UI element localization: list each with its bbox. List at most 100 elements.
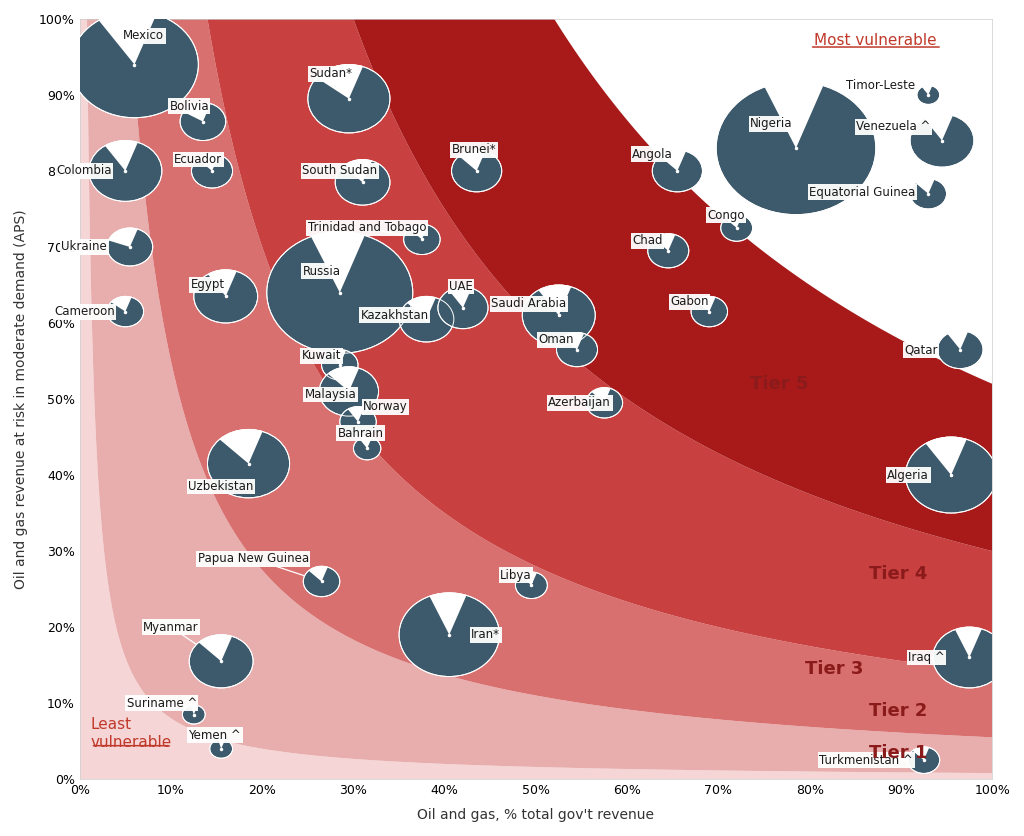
Text: Sudan*: Sudan*: [309, 67, 352, 80]
Text: Chad: Chad: [632, 234, 663, 247]
Text: Cameroon: Cameroon: [54, 305, 115, 318]
Text: Malaysia: Malaysia: [305, 388, 356, 401]
Circle shape: [322, 349, 358, 380]
Wedge shape: [562, 333, 584, 349]
Circle shape: [933, 627, 1006, 688]
Circle shape: [182, 705, 205, 724]
Wedge shape: [330, 349, 346, 364]
X-axis label: Oil and gas, % total gov't revenue: Oil and gas, % total gov't revenue: [418, 808, 654, 822]
Wedge shape: [653, 233, 676, 251]
Text: Iraq ^: Iraq ^: [908, 651, 945, 664]
Circle shape: [210, 739, 232, 758]
Text: Russia: Russia: [302, 265, 341, 278]
Wedge shape: [764, 81, 823, 148]
Circle shape: [438, 287, 488, 329]
Text: Tier 3: Tier 3: [805, 660, 863, 678]
Circle shape: [652, 150, 702, 191]
Wedge shape: [924, 114, 953, 140]
Text: Uzbekistan: Uzbekistan: [188, 480, 254, 493]
Text: Mexico: Mexico: [123, 29, 164, 42]
Wedge shape: [725, 215, 742, 228]
Wedge shape: [208, 269, 237, 297]
Circle shape: [721, 215, 753, 242]
Wedge shape: [592, 387, 610, 403]
Wedge shape: [104, 140, 138, 171]
Text: Tier 2: Tier 2: [869, 701, 928, 720]
Circle shape: [648, 233, 689, 268]
Circle shape: [522, 285, 595, 346]
Text: Ukraine: Ukraine: [61, 241, 108, 253]
Circle shape: [335, 160, 390, 205]
Text: Tier 4: Tier 4: [869, 565, 928, 583]
Text: Congo: Congo: [707, 208, 744, 222]
Text: Kazakhstan: Kazakhstan: [360, 308, 429, 322]
Circle shape: [907, 747, 940, 773]
Wedge shape: [409, 224, 428, 239]
Text: Suriname ^: Suriname ^: [127, 696, 197, 710]
Y-axis label: Oil and gas revenue at risk in moderate demand (APS): Oil and gas revenue at risk in moderate …: [14, 209, 28, 589]
Polygon shape: [80, 19, 992, 551]
Wedge shape: [98, 11, 157, 64]
Circle shape: [108, 297, 143, 327]
Circle shape: [189, 635, 253, 688]
Circle shape: [319, 367, 379, 416]
Circle shape: [399, 297, 454, 342]
Polygon shape: [80, 19, 992, 779]
Text: Saudi Arabia: Saudi Arabia: [492, 298, 566, 310]
Text: Bahrain: Bahrain: [338, 426, 384, 440]
Circle shape: [916, 85, 940, 104]
Text: Myanmar: Myanmar: [143, 620, 199, 634]
Text: Venezuela ^: Venezuela ^: [856, 120, 931, 134]
Wedge shape: [926, 436, 967, 475]
Polygon shape: [80, 19, 992, 773]
Wedge shape: [198, 154, 219, 171]
Text: Algeria: Algeria: [888, 468, 929, 482]
Circle shape: [89, 140, 162, 201]
Wedge shape: [348, 406, 365, 422]
Circle shape: [399, 593, 500, 676]
Text: Yemen ^: Yemen ^: [188, 728, 241, 742]
Circle shape: [340, 406, 376, 437]
Circle shape: [452, 150, 502, 191]
Text: UAE: UAE: [450, 280, 473, 293]
Circle shape: [267, 232, 413, 354]
Text: Turkmenistan ^: Turkmenistan ^: [819, 753, 913, 767]
Circle shape: [910, 114, 974, 167]
Wedge shape: [218, 739, 225, 749]
Wedge shape: [407, 296, 436, 319]
Polygon shape: [80, 19, 992, 673]
Wedge shape: [696, 296, 716, 312]
Circle shape: [691, 297, 728, 327]
Wedge shape: [109, 227, 138, 247]
Text: Brunei*: Brunei*: [452, 143, 497, 156]
Text: Equatorial Guinea: Equatorial Guinea: [810, 186, 915, 199]
Wedge shape: [520, 572, 537, 585]
Text: Trinidad and Tobago: Trinidad and Tobago: [308, 222, 426, 234]
Wedge shape: [954, 627, 982, 657]
Text: Norway: Norway: [364, 400, 408, 413]
Text: Gabon: Gabon: [670, 295, 709, 308]
Circle shape: [191, 154, 232, 188]
Circle shape: [515, 572, 548, 599]
Wedge shape: [308, 566, 328, 582]
Wedge shape: [912, 747, 929, 760]
Text: Least
vulnerable: Least vulnerable: [90, 717, 171, 750]
Circle shape: [910, 179, 946, 209]
Text: Kuwait: Kuwait: [302, 349, 341, 362]
Wedge shape: [316, 64, 364, 99]
Circle shape: [556, 333, 598, 367]
Wedge shape: [190, 705, 198, 715]
Circle shape: [937, 330, 983, 369]
Wedge shape: [310, 231, 365, 293]
Wedge shape: [659, 150, 686, 171]
Circle shape: [905, 437, 996, 513]
Wedge shape: [183, 102, 211, 121]
Wedge shape: [429, 593, 467, 635]
Text: Timor-Leste: Timor-Leste: [846, 79, 915, 92]
Wedge shape: [343, 160, 372, 182]
Text: Angola: Angola: [633, 148, 673, 161]
Circle shape: [308, 64, 390, 133]
Text: Oman: Oman: [539, 334, 573, 346]
Circle shape: [108, 228, 153, 266]
Wedge shape: [459, 150, 485, 171]
